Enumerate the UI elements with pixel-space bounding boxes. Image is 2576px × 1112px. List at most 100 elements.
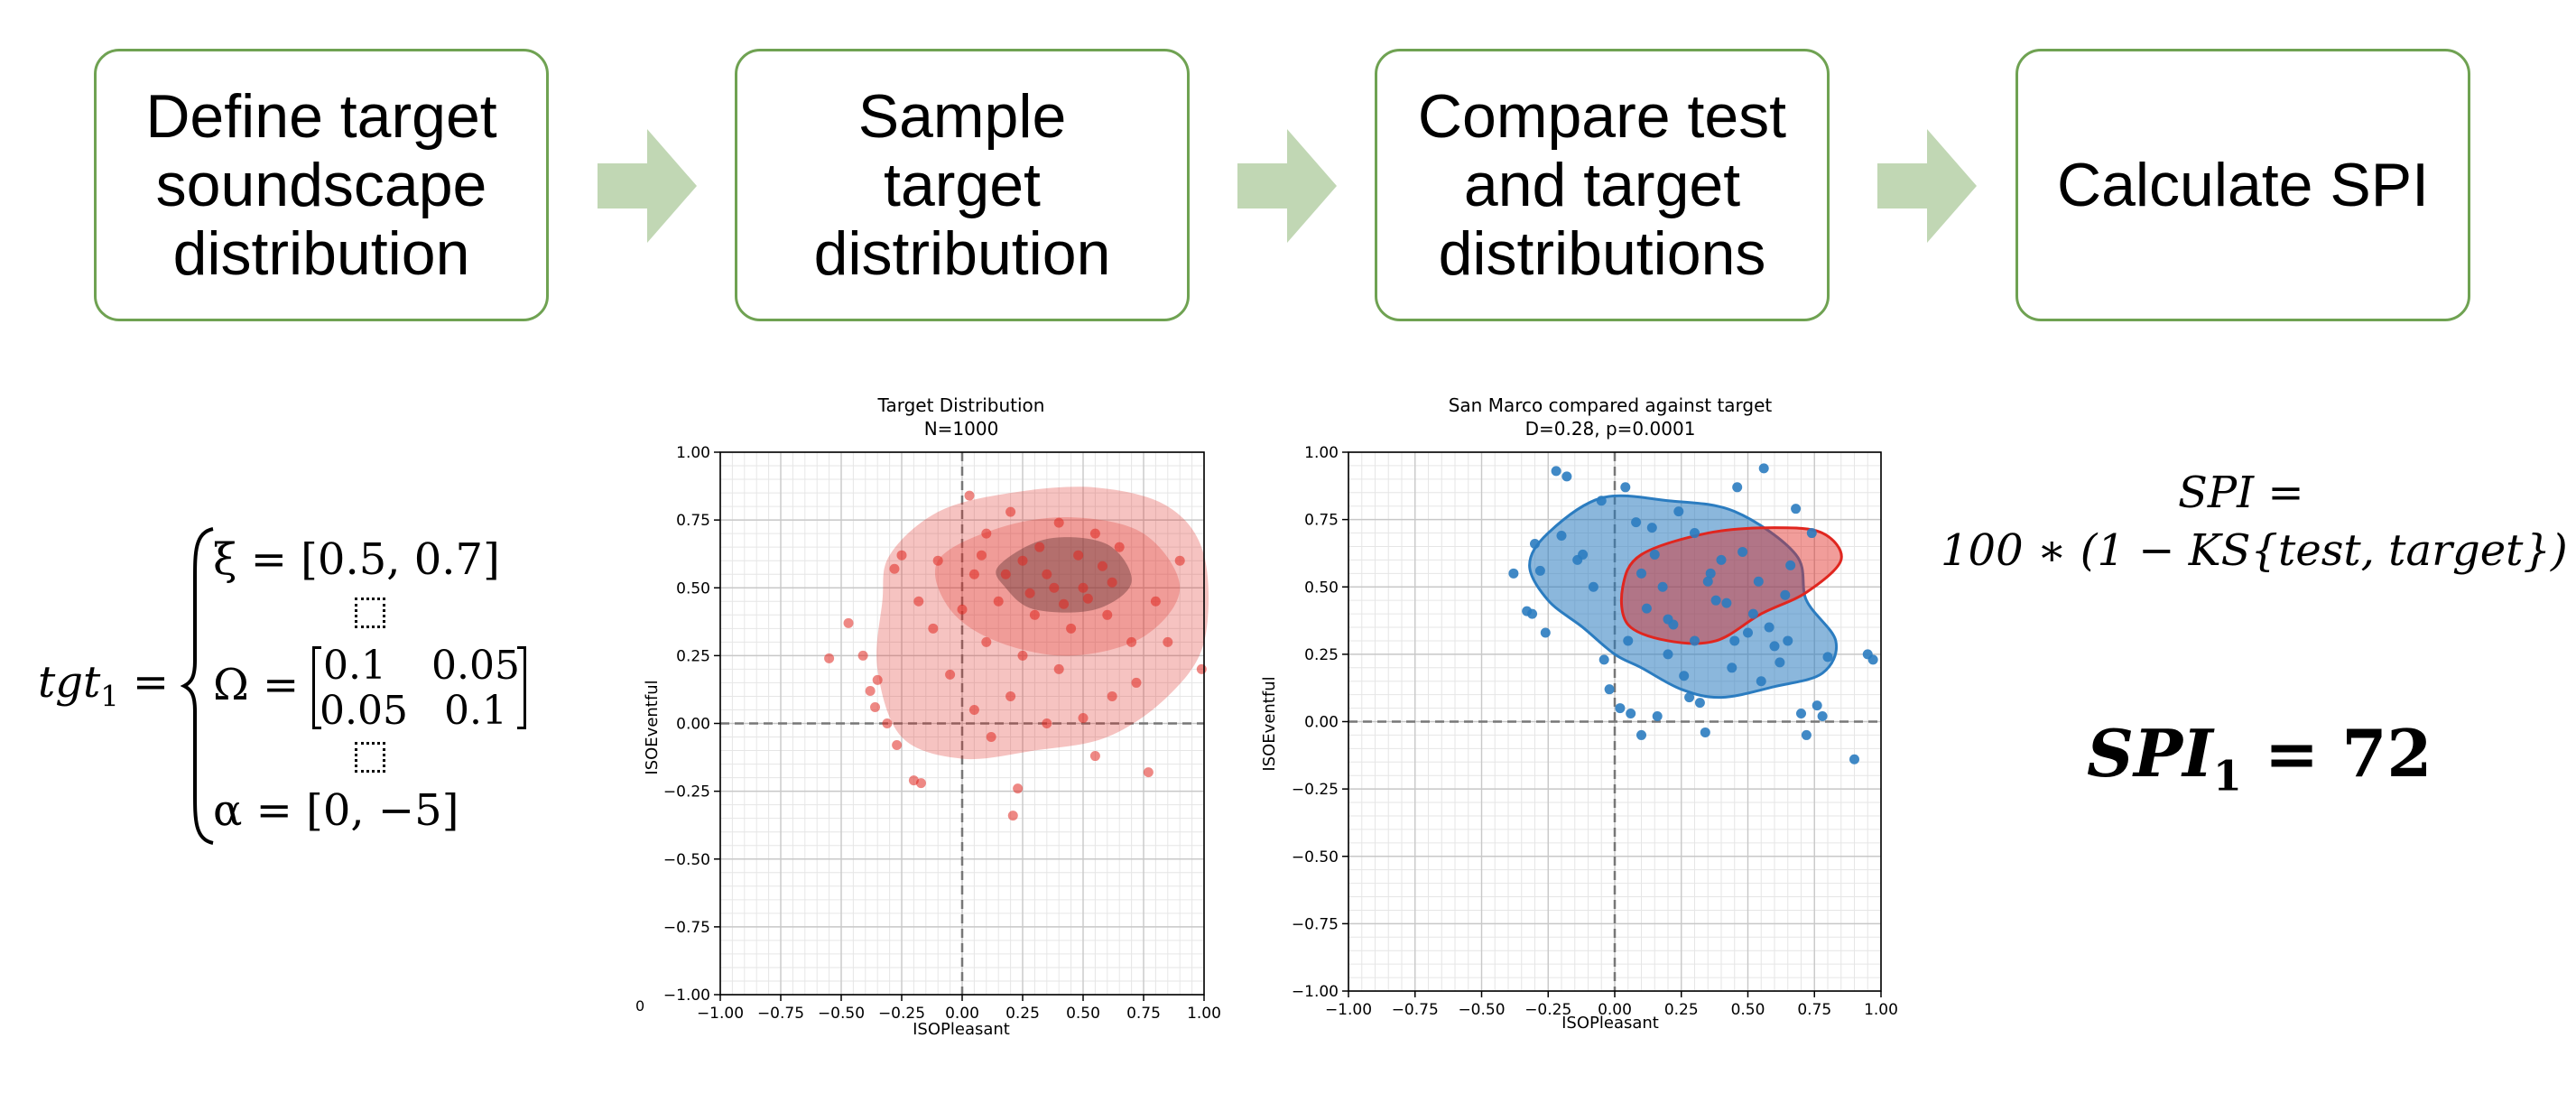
- y-tick-label: −0.25: [1292, 781, 1339, 799]
- x-tick-label: 0.00: [945, 1005, 979, 1023]
- data-point: [1534, 565, 1545, 576]
- data-point: [1652, 711, 1663, 722]
- spi-formula-line2: 100 ∗ (1 − KS{test, target}): [1941, 525, 2568, 576]
- data-point: [1690, 635, 1700, 646]
- data-point: [1657, 581, 1668, 592]
- y-tick-label: 1.00: [676, 444, 710, 462]
- data-point: [1732, 482, 1743, 493]
- x-tick-label: 0.00: [1598, 1001, 1632, 1019]
- y-tick-label: 1.00: [1304, 444, 1339, 462]
- data-point: [1102, 609, 1113, 620]
- x-tick-label: −1.00: [697, 1005, 744, 1023]
- data-point: [1626, 709, 1636, 719]
- y-tick-label: −1.00: [1292, 983, 1339, 1001]
- data-point: [1774, 657, 1785, 668]
- data-point: [968, 704, 979, 715]
- alpha-line: α = [0, −5]: [213, 785, 459, 836]
- test-kde-region: [1528, 494, 1839, 700]
- data-point: [1059, 598, 1070, 609]
- data-point: [1078, 712, 1089, 723]
- y-axis-label: ISOEventful: [643, 680, 662, 774]
- data-point: [1817, 711, 1828, 722]
- data-point: [1005, 506, 1016, 517]
- target-kde-region: [1619, 526, 1843, 645]
- data-point: [1867, 654, 1878, 665]
- data-point: [1764, 622, 1774, 633]
- chart-subtitle: D=0.28, p=0.0001: [1525, 418, 1696, 440]
- data-point: [986, 732, 996, 743]
- x-tick-label: 1.00: [1187, 1005, 1221, 1023]
- step-label: Calculate SPI: [2057, 151, 2429, 219]
- x-tick-label: 0.50: [1731, 1001, 1765, 1019]
- y-tick-label: −0.75: [663, 919, 710, 937]
- step-calculate-spi: Calculate SPI: [2015, 49, 2470, 321]
- chart-title: San Marco compared against target: [1449, 394, 1773, 416]
- data-point: [1107, 690, 1117, 701]
- data-point: [1791, 504, 1802, 514]
- matrix-cell: 0.05: [431, 643, 520, 689]
- data-point: [1082, 593, 1093, 604]
- step-label: Compare test and target distributions: [1417, 82, 1787, 288]
- data-point: [1034, 542, 1045, 552]
- data-point: [1078, 582, 1089, 593]
- data-point: [1700, 727, 1710, 737]
- data-point: [1066, 623, 1077, 634]
- data-point: [932, 555, 943, 566]
- data-point: [1636, 729, 1646, 740]
- data-point: [1756, 676, 1766, 687]
- x-tick-label: 0.25: [1005, 1005, 1040, 1023]
- x-tick-label: 0.75: [1797, 1001, 1831, 1019]
- data-point: [1710, 595, 1721, 606]
- data-point: [1668, 619, 1679, 630]
- data-point: [1785, 560, 1796, 570]
- data-point: [896, 550, 907, 561]
- spi-result-base: SPI: [2087, 715, 2213, 792]
- matrix-cell: 0.1: [323, 643, 386, 689]
- data-point: [1150, 596, 1161, 607]
- y-tick-label: 0.75: [1304, 512, 1339, 530]
- left-brace-icon: [181, 527, 214, 845]
- lhs-base: tgt: [38, 657, 101, 708]
- data-point: [1679, 671, 1690, 681]
- data-point: [865, 685, 876, 696]
- y-tick-label: −0.50: [1292, 848, 1339, 866]
- data-point: [1796, 709, 1806, 719]
- data-point: [928, 623, 939, 634]
- data-point: [968, 569, 979, 579]
- data-point: [1623, 635, 1634, 646]
- y-tick-label: 0.25: [1304, 646, 1339, 664]
- data-point: [1727, 663, 1737, 673]
- data-point: [1705, 568, 1716, 579]
- data-point: [1017, 650, 1028, 661]
- omega-prefix: Ω =: [213, 660, 300, 710]
- data-point: [1551, 466, 1561, 477]
- y-tick-label: 0.75: [676, 512, 710, 530]
- y-tick-label: −0.25: [663, 783, 710, 802]
- data-point: [872, 674, 883, 685]
- data-point: [1702, 576, 1713, 587]
- y-tick-label: 0.50: [1304, 579, 1339, 597]
- data-point: [1743, 627, 1753, 638]
- data-point: [843, 617, 854, 628]
- data-point: [1694, 698, 1705, 709]
- data-point: [1783, 635, 1793, 646]
- flow-arrow-icon: [1877, 129, 1977, 243]
- data-point: [993, 596, 1004, 607]
- data-point: [981, 636, 992, 647]
- data-point: [1508, 568, 1519, 579]
- data-point: [1097, 561, 1107, 571]
- data-point: [1721, 598, 1732, 608]
- data-point: [1822, 652, 1833, 663]
- x-tick-label: 0.25: [1664, 1001, 1699, 1019]
- data-point: [1024, 588, 1035, 598]
- data-point: [1801, 729, 1812, 740]
- x-tick-label: −0.25: [878, 1005, 925, 1023]
- data-point: [1806, 528, 1817, 539]
- chart-subtitle: N=1000: [924, 418, 999, 440]
- data-point: [1530, 538, 1540, 549]
- data-point: [1196, 663, 1207, 674]
- data-point: [1073, 550, 1084, 561]
- step-define-target: Define target soundscape distribution: [94, 49, 549, 321]
- data-point: [889, 563, 900, 574]
- y-tick-label: 0.25: [676, 647, 710, 665]
